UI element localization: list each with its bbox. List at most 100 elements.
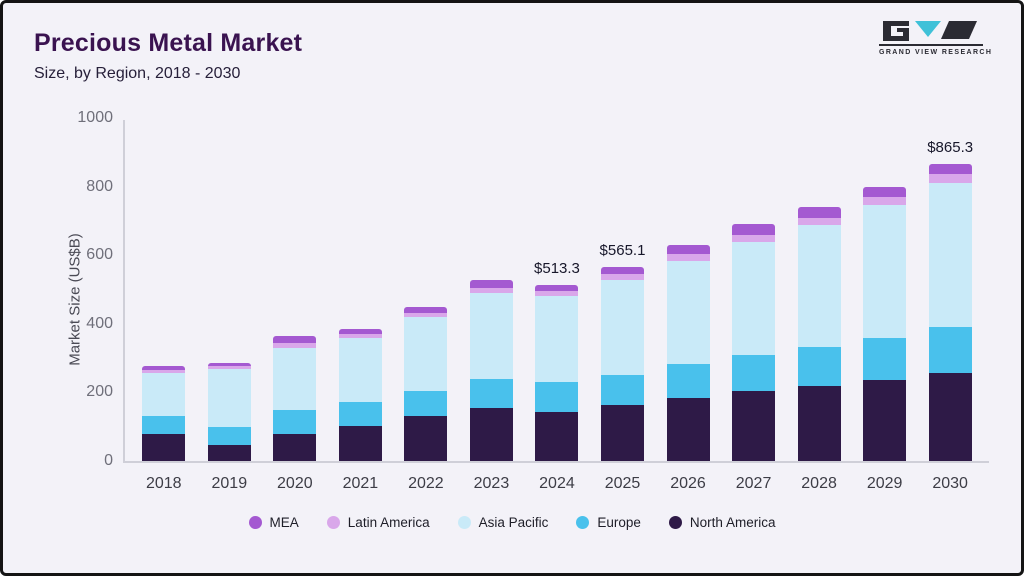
- legend-dot-icon: [248, 516, 262, 529]
- logo-text: GRAND VIEW RESEARCH: [879, 44, 991, 56]
- bar-stack: [273, 335, 317, 461]
- bar-group-2023: 2023: [469, 120, 513, 492]
- bar-group-2018: 2018: [142, 120, 186, 492]
- legend-item-asia-pacific: Asia Pacific: [457, 515, 549, 530]
- bar-segment-europe: [732, 355, 776, 392]
- bar-segment-north-america: [863, 379, 907, 461]
- bar-segment-asia-pacific: [863, 205, 907, 338]
- bar-segment-north-america: [600, 405, 644, 461]
- bar-segment-latin-america: [338, 334, 382, 339]
- bar-group-2025: $565.1 2025: [599, 120, 646, 492]
- bar-segment-latin-america: [928, 173, 972, 183]
- total-annotation: $513.3: [534, 259, 580, 277]
- bar-segment-asia-pacific: [666, 261, 710, 364]
- bar-segment-latin-america: [207, 366, 251, 370]
- bar-segment-mea: [338, 328, 382, 335]
- total-annotation: $565.1: [599, 242, 646, 260]
- bar-group-2019: 2019: [207, 120, 251, 492]
- bar-group-2030: $865.3 2030: [927, 120, 973, 492]
- page-title: Precious Metal Market: [34, 29, 303, 57]
- legend-label: Asia Pacific: [478, 515, 549, 530]
- bar-segment-latin-america: [535, 291, 579, 297]
- bar-segment-asia-pacific: [928, 182, 972, 327]
- bar-segment-latin-america: [273, 342, 317, 348]
- legend-item-mea: MEA: [248, 515, 299, 530]
- x-tick-label: 2025: [604, 475, 641, 492]
- bar-segment-asia-pacific: [207, 369, 251, 427]
- x-tick-label: 2021: [342, 475, 379, 492]
- legend-label: North America: [689, 515, 776, 530]
- bar-segment-asia-pacific: [273, 347, 317, 410]
- bar-stack: [928, 164, 972, 461]
- bar-segment-latin-america: [469, 287, 513, 293]
- bar-segment-europe: [797, 347, 841, 386]
- bar-segment-latin-america: [404, 312, 448, 317]
- bar-segment-mea: [142, 366, 186, 370]
- bar-segment-asia-pacific: [732, 242, 776, 356]
- bar-segment-north-america: [469, 407, 513, 461]
- y-tick-label: 800: [86, 177, 113, 195]
- bar-segment-mea: [863, 186, 907, 197]
- bar-segment-north-america: [666, 398, 710, 461]
- bar-stack: [469, 279, 513, 461]
- bar-segment-north-america: [732, 391, 776, 461]
- bar-segment-mea: [732, 224, 776, 235]
- bar-stack: [600, 267, 644, 461]
- grand-view-research-logo: GRAND VIEW RESEARCH: [879, 21, 991, 56]
- bar-segment-europe: [600, 374, 644, 406]
- x-tick-label: 2027: [735, 475, 772, 492]
- legend-label: MEA: [269, 515, 299, 530]
- bar-segment-asia-pacific: [404, 316, 448, 391]
- bar-segment-mea: [600, 267, 644, 275]
- x-tick-label: 2018: [145, 475, 182, 492]
- bar-segment-europe: [928, 326, 972, 373]
- bar-stack: [535, 284, 579, 461]
- bar-segment-mea: [469, 279, 513, 288]
- bar-segment-europe: [338, 401, 382, 426]
- legend: MEA Latin America Asia Pacific Europe North …: [3, 515, 1021, 530]
- bar-stack: [207, 362, 251, 461]
- x-tick-label: 2029: [866, 475, 903, 492]
- bar-segment-latin-america: [797, 217, 841, 226]
- bar-segment-north-america: [928, 372, 972, 461]
- bar-segment-asia-pacific: [797, 225, 841, 348]
- bar-segment-mea: [404, 307, 448, 313]
- bar-segment-latin-america: [666, 254, 710, 262]
- bar-segment-asia-pacific: [600, 280, 644, 375]
- bar-stack: [797, 207, 841, 461]
- bar-segment-latin-america: [600, 274, 644, 281]
- bar-segment-europe: [666, 363, 710, 399]
- x-tick-label: 2024: [539, 475, 575, 492]
- x-tick-label: 2020: [277, 475, 313, 492]
- legend-item-north-america: North America: [668, 515, 776, 530]
- y-axis-title: Market Size (US$B): [66, 233, 84, 366]
- bar-stack: [338, 328, 382, 461]
- bar-segment-europe: [535, 382, 579, 412]
- y-tick-label: 400: [86, 314, 113, 332]
- bar-stack: [142, 366, 186, 461]
- bar-segment-north-america: [797, 385, 841, 461]
- page-subtitle: Size, by Region, 2018 - 2030: [34, 65, 241, 82]
- bar-segment-latin-america: [863, 196, 907, 206]
- x-tick-label: 2026: [670, 475, 706, 492]
- bar-group-2020: 2020: [273, 120, 317, 492]
- bar-segment-north-america: [535, 411, 579, 461]
- legend-item-latin-america: Latin America: [326, 515, 430, 530]
- bar-stack: [863, 186, 907, 461]
- bar-group-2028: 2028: [797, 120, 841, 492]
- legend-item-europe: Europe: [576, 515, 641, 530]
- x-tick-label: 2030: [932, 475, 968, 492]
- bar-segment-mea: [797, 207, 841, 218]
- bars: 2018 2019 2020 2021 2022 2023 $513.3 2024 $565.1…: [125, 120, 989, 492]
- bar-segment-mea: [273, 335, 317, 343]
- bar-segment-north-america: [207, 444, 251, 461]
- legend-dot-icon: [326, 516, 340, 529]
- bar-segment-europe: [469, 378, 513, 408]
- bar-segment-mea: [666, 244, 710, 255]
- bar-segment-north-america: [142, 434, 186, 461]
- legend-dot-icon: [576, 516, 590, 529]
- x-tick-label: 2022: [408, 475, 444, 492]
- bar-group-2026: 2026: [666, 120, 710, 492]
- bar-segment-europe: [142, 416, 186, 435]
